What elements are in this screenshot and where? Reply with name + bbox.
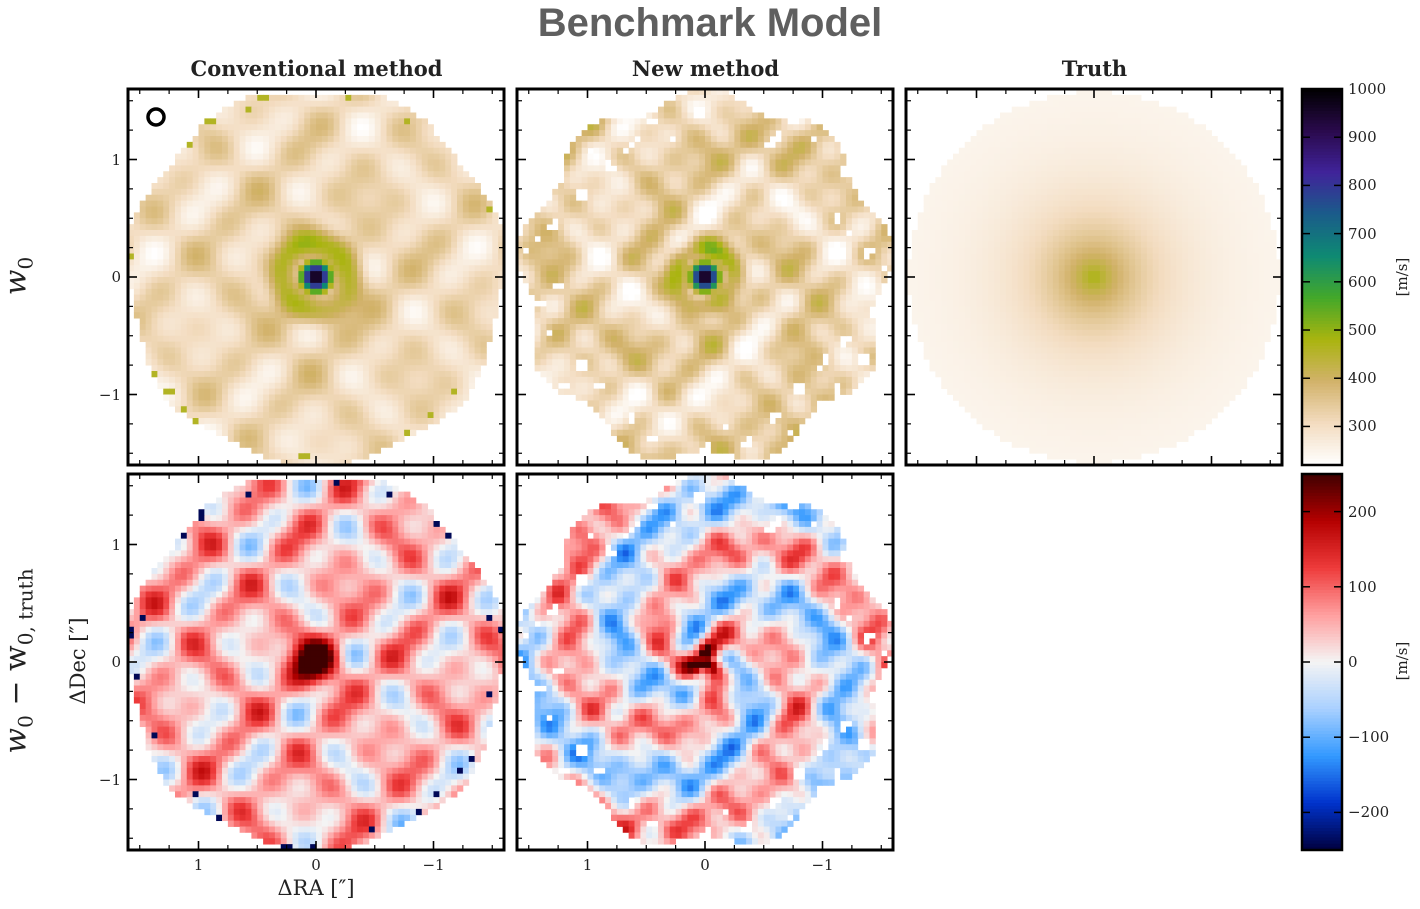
figure-title: Benchmark Model <box>537 1 883 45</box>
colorbar-tick-label: 600 <box>1348 272 1377 291</box>
column-title-conventional: Conventional method <box>190 56 443 81</box>
colorbar-tick-label: 1000 <box>1348 80 1387 98</box>
colorbar-tick-label: 900 <box>1348 128 1377 147</box>
y-tick-label-row1: −1 <box>98 385 121 404</box>
colorbar-w0-unit: [m/s] <box>1393 257 1411 297</box>
row-label-w0: w0 <box>0 256 38 296</box>
x-tick-label: −1 <box>811 856 834 874</box>
heatmap-cells <box>128 94 505 466</box>
tick-marks <box>517 474 893 850</box>
panel-w0-conventional <box>126 87 506 467</box>
heatmap-cells <box>517 89 894 460</box>
y-tick-label-row2: 0 <box>111 653 121 671</box>
panel-w0-new <box>515 87 895 467</box>
panel-residual-new <box>515 472 895 852</box>
colorbar-tick-label: 400 <box>1348 369 1377 388</box>
colorbar-tick-label: 800 <box>1348 176 1377 195</box>
colorbar-tick-label: 500 <box>1348 321 1377 340</box>
tick-marks <box>128 89 504 465</box>
x-tick-label: 0 <box>311 856 321 874</box>
x-tick-label: 1 <box>582 856 593 874</box>
heatmap-cells <box>128 479 505 851</box>
y-tick-label-row2: 1 <box>111 535 121 554</box>
colorbar-tick-label: −200 <box>1348 803 1390 822</box>
y-tick-label-row1: 0 <box>111 268 121 286</box>
x-tick-label: 0 <box>700 856 710 874</box>
x-tick-label: −1 <box>422 856 445 874</box>
colorbar-tick-label: 200 <box>1348 502 1377 521</box>
colorbar-residual-unit: [m/s] <box>1393 641 1411 681</box>
row-label-residual: w0 − w0, truth <box>0 568 38 754</box>
tick-marks <box>906 89 1282 465</box>
colorbar-tick-label: 700 <box>1348 224 1377 243</box>
y-tick-label-row1: 1 <box>111 150 121 169</box>
colorbar-tick-label: 100 <box>1348 577 1377 596</box>
panel-residual-conventional <box>126 472 506 852</box>
tick-marks <box>128 474 504 850</box>
heatmap-cells <box>517 474 894 845</box>
y-axis-label: ΔDec [″] <box>66 617 90 705</box>
tick-marks <box>517 89 893 465</box>
column-title-new: New method <box>631 56 780 81</box>
colorbar-tick-label: 0 <box>1348 653 1358 671</box>
colorbar-residual <box>1300 472 1344 852</box>
x-axis-label: ΔRA [″] <box>277 876 355 900</box>
heatmap-cells <box>906 89 1283 466</box>
colorbar-tick-label: 300 <box>1348 417 1377 436</box>
panel-w0-truth <box>904 87 1284 467</box>
column-title-truth: Truth <box>1061 56 1128 81</box>
colorbar-tick-label: −100 <box>1348 728 1390 747</box>
x-tick-label: 1 <box>193 856 204 874</box>
y-tick-label-row2: −1 <box>98 770 121 789</box>
beam-marker <box>146 107 166 127</box>
colorbar-w0 <box>1300 87 1344 467</box>
